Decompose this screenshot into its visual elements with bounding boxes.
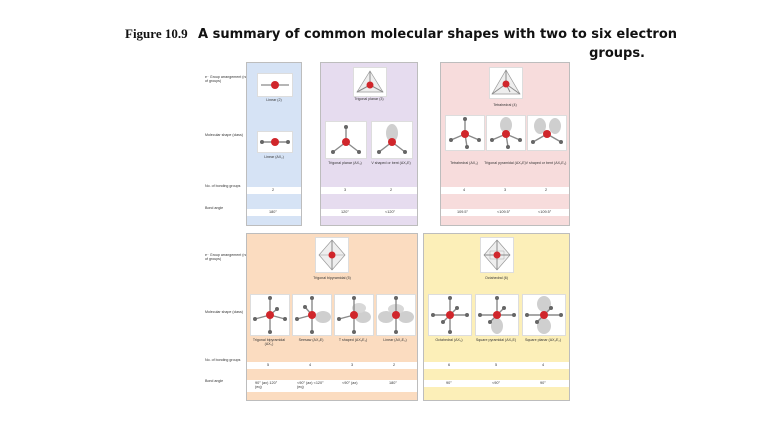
trigonal-angle-value-0: 120° bbox=[341, 210, 349, 214]
linear-arrangement-model bbox=[257, 73, 293, 97]
trigonal-bonding-value-1: 2 bbox=[390, 188, 393, 192]
tbp-bonding-value-2: 3 bbox=[351, 363, 354, 367]
octahedral-shape-name-1: Square pyramidal (AX₅E) bbox=[475, 338, 517, 342]
linear-angle-band: 180° bbox=[247, 209, 301, 216]
trigonal-arrangement-model bbox=[353, 67, 387, 97]
row-label-bonding-top: No. of bonding groups bbox=[205, 184, 241, 188]
octahedral-angle-value-0: 90° bbox=[446, 381, 452, 385]
trigonal-bonding-value-0: 3 bbox=[344, 188, 347, 192]
tbp-angle-band: 90° (ax) 120° (eq) <90° (ax) <120° (eq) … bbox=[247, 380, 417, 392]
tetrahedral-arrangement-model bbox=[489, 67, 523, 99]
octahedral-bonding-value-0: 6 bbox=[448, 363, 451, 367]
octahedral-bonding-value-1: 5 bbox=[495, 363, 498, 367]
tetrahedral-shape-name-0: Tetrahedral (AX₄) bbox=[450, 161, 478, 165]
octahedral-shape-name-2: Square planar (AX₄E₂) bbox=[524, 338, 562, 342]
octahedral-square-pyramidal-model bbox=[475, 294, 519, 336]
row-label-angle-bottom: Bond angle bbox=[205, 379, 224, 383]
octahedral-arrangement-model bbox=[480, 237, 514, 273]
tbp-arrangement-label: Trigonal bipyramidal (5) bbox=[313, 276, 351, 280]
tbp-angle-value-3: 180° bbox=[389, 381, 397, 385]
tetrahedral-shape-name-2: V shaped or bent (AX₂E₂) bbox=[525, 161, 567, 165]
octahedral-angle-band: 90° <90° 90° bbox=[424, 380, 569, 387]
tetrahedral-angle-value-2: <109.5° bbox=[538, 210, 552, 214]
octahedral-arrangement-label: Octahedral (6) bbox=[485, 276, 508, 280]
tbp-shape-name-3: Linear (AX₂E₃) bbox=[383, 338, 407, 342]
linear-bonding-value: 2 bbox=[272, 188, 275, 192]
linear-shape-model bbox=[257, 131, 293, 153]
panel-tetrahedral: Tetrahedral (4) Tetrahedral (AX₄) Trigon… bbox=[440, 62, 570, 226]
linear-bonding-band: 2 bbox=[247, 187, 301, 194]
tbp-shape-name-1: Seesaw (AX₄E) bbox=[298, 338, 324, 342]
figure-caption-line2: groups. bbox=[589, 46, 645, 61]
row-label-molecular-bottom: Molecular shape (class) bbox=[205, 310, 243, 314]
tetrahedral-ax2e2-model bbox=[527, 115, 567, 151]
octahedral-ax6-model bbox=[428, 294, 472, 336]
panel-trigonal: Trigonal planar (3) Trigonal planar (AX₃… bbox=[320, 62, 418, 226]
tbp-ax5-model bbox=[250, 294, 290, 336]
tetrahedral-angle-band: 109.5° <109.5° <109.5° bbox=[441, 209, 569, 216]
trigonal-angle-band: 120° <120° bbox=[321, 209, 417, 216]
tbp-angle-value-2: <90° (ax) bbox=[342, 381, 358, 385]
linear-arrangement-label: Linear (2) bbox=[266, 98, 282, 102]
panel-linear: Linear (2) Linear (AX₂) 2 180° bbox=[246, 62, 302, 226]
tbp-angle-value-0: 90° (ax) 120° (eq) bbox=[255, 381, 278, 389]
tbp-arrangement-model bbox=[315, 237, 349, 273]
tbp-bonding-value-1: 4 bbox=[309, 363, 312, 367]
tetrahedral-bonding-value-2: 2 bbox=[545, 188, 548, 192]
linear-angle-value: 180° bbox=[269, 210, 277, 214]
tbp-angle-value-1: <90° (ax) <120° (eq) bbox=[297, 381, 324, 389]
tetrahedral-ax3e-model bbox=[486, 115, 526, 151]
trigonal-arrangement-label: Trigonal planar (3) bbox=[354, 97, 384, 101]
trigonal-shape-name-0: Trigonal planar (AX₃) bbox=[328, 161, 362, 165]
trigonal-bent-model bbox=[371, 121, 413, 159]
tetrahedral-angle-value-0: 109.5° bbox=[457, 210, 469, 214]
panel-octahedral: Octahedral (6) Octahedral (AX₆) Square p… bbox=[423, 233, 570, 401]
panel-trigonal-bipyramidal: Trigonal bipyramidal (5) Trigonal bipyra… bbox=[246, 233, 418, 401]
trigonal-planar-model bbox=[325, 121, 367, 159]
tetrahedral-bonding-value-1: 3 bbox=[504, 188, 507, 192]
tbp-bonding-value-3: 2 bbox=[393, 363, 396, 367]
tbp-linear-model bbox=[376, 294, 416, 336]
row-label-molecular-top: Molecular shape (class) bbox=[205, 133, 243, 137]
tetrahedral-arrangement-label: Tetrahedral (4) bbox=[493, 103, 517, 107]
trigonal-shape-name-1: V shaped or bent (AX₂E) bbox=[371, 161, 411, 165]
figure-label: Figure 10.9 bbox=[125, 26, 188, 41]
octahedral-bonding-band: 6 5 4 bbox=[424, 362, 569, 369]
row-label-bonding-bottom: No. of bonding groups bbox=[205, 358, 241, 362]
octahedral-shape-name-0: Octahedral (AX₆) bbox=[435, 338, 463, 342]
tbp-bonding-value-0: 5 bbox=[267, 363, 270, 367]
tetrahedral-bonding-value-0: 4 bbox=[463, 188, 466, 192]
tetrahedral-angle-value-1: <109.5° bbox=[497, 210, 511, 214]
tetrahedral-ax4-model bbox=[445, 115, 485, 151]
tetrahedral-shape-name-1: Trigonal pyramidal (AX₃E) bbox=[484, 161, 526, 165]
row-label-angle-top: Bond angle bbox=[205, 206, 224, 210]
tbp-bonding-band: 5 4 3 2 bbox=[247, 362, 417, 369]
octahedral-square-planar-model bbox=[522, 294, 566, 336]
tbp-tshaped-model bbox=[334, 294, 374, 336]
trigonal-bonding-band: 3 2 bbox=[321, 187, 417, 194]
octahedral-angle-value-2: 90° bbox=[540, 381, 546, 385]
tbp-shape-name-0: Trigonal bipyramidal (AX₅) bbox=[252, 338, 286, 347]
tetrahedral-bonding-band: 4 3 2 bbox=[441, 187, 569, 194]
tbp-shape-name-2: T shaped (AX₃E₂) bbox=[338, 338, 368, 342]
octahedral-angle-value-1: <90° bbox=[492, 381, 500, 385]
row-label-arrangement-bottom: e⁻ Group arrangement (no. of groups) bbox=[205, 253, 249, 262]
row-label-arrangement-top: e⁻ Group arrangement (no. of groups) bbox=[205, 75, 249, 84]
figure-caption-line1: A summary of common molecular shapes wit… bbox=[198, 27, 678, 42]
trigonal-angle-value-1: <120° bbox=[385, 210, 396, 214]
tbp-seesaw-model bbox=[292, 294, 332, 336]
linear-shape-name: Linear (AX₂) bbox=[264, 155, 284, 159]
octahedral-bonding-value-2: 4 bbox=[542, 363, 545, 367]
